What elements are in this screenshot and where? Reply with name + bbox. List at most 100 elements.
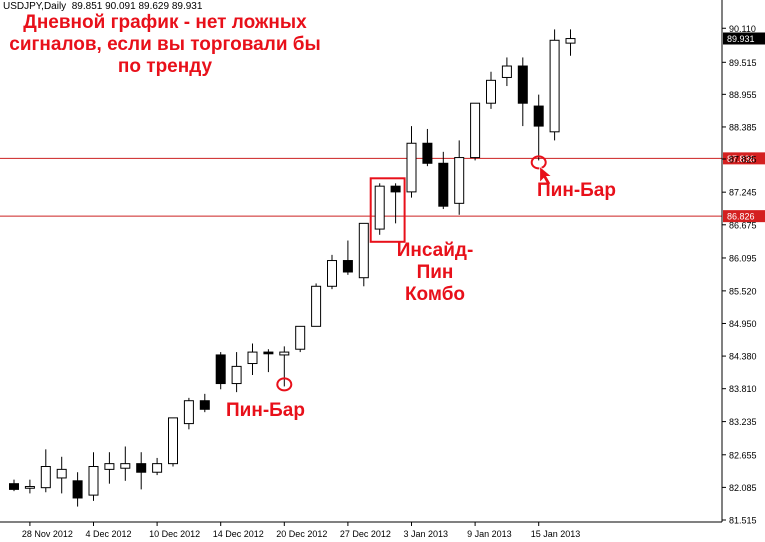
candle-body-bull bbox=[486, 79, 496, 104]
candle bbox=[120, 446, 131, 481]
y-tick-label: 82.655 bbox=[729, 450, 757, 460]
chart-annotation-title: Дневной график - нет ложных сигналов, ес… bbox=[9, 12, 321, 77]
pin-bar-1-circle bbox=[276, 377, 293, 392]
candle-body-bull bbox=[247, 351, 258, 365]
inside-pin-combo-box bbox=[369, 177, 406, 243]
candle-body-bull bbox=[56, 468, 67, 479]
candle bbox=[104, 452, 115, 484]
candle bbox=[247, 343, 258, 375]
y-tick-label: 83.810 bbox=[729, 384, 757, 394]
candle bbox=[358, 222, 369, 287]
candle-body-bull bbox=[168, 417, 178, 465]
candle-body-bull bbox=[183, 400, 194, 425]
candle-body-bull bbox=[549, 39, 560, 133]
y-tick-label: 87.825 bbox=[729, 154, 757, 164]
current-price-label: 89.931 bbox=[727, 34, 755, 44]
candle-body-bear bbox=[517, 65, 528, 104]
candle bbox=[390, 183, 401, 224]
candle-body-bull bbox=[152, 463, 163, 473]
x-tick-label: 20 Dec 2012 bbox=[276, 529, 327, 539]
candle bbox=[295, 325, 306, 353]
annotation-pin-bar-2: Пин-Бар bbox=[537, 180, 616, 201]
level-price-tag bbox=[723, 152, 765, 165]
x-tick-label: 9 Jan 2013 bbox=[467, 529, 512, 539]
candle bbox=[517, 57, 528, 127]
symbol-header: USDJPY,Daily 89.851 90.091 89.629 89.931 bbox=[3, 1, 202, 12]
symbol-label: USDJPY,Daily bbox=[3, 1, 67, 12]
candle bbox=[486, 71, 496, 109]
candle-body-bear bbox=[199, 400, 210, 410]
candle bbox=[422, 128, 433, 167]
level-price-label: 86.826 bbox=[727, 212, 755, 222]
annotation-inside-pin-combo: Инсайд-Пин Комбо bbox=[396, 240, 474, 305]
x-tick-label: 14 Dec 2012 bbox=[213, 529, 264, 539]
y-tick-label: 88.385 bbox=[729, 122, 757, 132]
candle-body-bear bbox=[136, 463, 147, 473]
candle-body-bull bbox=[470, 102, 481, 159]
candle-body-bull bbox=[406, 142, 417, 193]
x-tick-label: 10 Dec 2012 bbox=[149, 529, 200, 539]
candle bbox=[565, 29, 576, 56]
candle bbox=[56, 456, 67, 494]
candle bbox=[72, 472, 83, 507]
y-tick-label: 82.085 bbox=[729, 483, 757, 493]
candle bbox=[342, 240, 353, 275]
candle-body-bull bbox=[454, 157, 465, 204]
candle-body-bear bbox=[9, 483, 19, 490]
candle bbox=[24, 479, 35, 494]
y-tick-label: 86.675 bbox=[729, 220, 757, 230]
candle bbox=[327, 254, 337, 290]
candle-body-bull bbox=[327, 260, 337, 287]
candle-body-bull bbox=[120, 463, 131, 469]
candle bbox=[406, 126, 417, 198]
x-tick-label: 3 Jan 2013 bbox=[404, 529, 449, 539]
y-tick-label: 84.380 bbox=[729, 352, 757, 362]
candle-body-bull bbox=[358, 222, 369, 279]
candle bbox=[136, 452, 147, 490]
candle-body-bull bbox=[231, 365, 242, 385]
x-tick-label: 4 Dec 2012 bbox=[86, 529, 132, 539]
candle-body-bear bbox=[533, 105, 544, 127]
y-tick-label: 85.520 bbox=[729, 286, 757, 296]
candle bbox=[183, 397, 194, 430]
candle-body-bear bbox=[390, 185, 401, 193]
y-tick-label: 90.110 bbox=[729, 24, 756, 34]
candle-body-bull bbox=[40, 466, 51, 489]
x-tick-label: 28 Nov 2012 bbox=[22, 529, 73, 539]
annotation-pin-bar-1: Пин-Бар bbox=[226, 400, 305, 421]
candle-body-bull bbox=[279, 351, 290, 356]
candle bbox=[438, 151, 449, 210]
level-price-label: 87.836 bbox=[727, 154, 755, 164]
candle-body-bull bbox=[104, 463, 115, 470]
y-tick-label: 81.515 bbox=[729, 516, 757, 526]
candle-body-bull bbox=[374, 185, 385, 230]
candle bbox=[454, 140, 465, 215]
candle bbox=[215, 352, 226, 390]
candle bbox=[533, 94, 544, 161]
candle bbox=[263, 349, 274, 373]
x-tick-label: 27 Dec 2012 bbox=[340, 529, 391, 539]
y-tick-label: 88.955 bbox=[729, 90, 757, 100]
candle-body-bull bbox=[295, 325, 306, 350]
candle-body-bull bbox=[311, 285, 322, 327]
candle-body-bull bbox=[501, 65, 512, 78]
cursor-arrow-icon bbox=[539, 165, 553, 186]
candle bbox=[199, 393, 210, 413]
y-tick-label: 83.235 bbox=[729, 417, 757, 427]
candle-body-bull bbox=[24, 486, 35, 489]
level-price-tag bbox=[723, 210, 765, 223]
candle-body-bear bbox=[215, 354, 226, 385]
y-tick-label: 84.950 bbox=[729, 319, 757, 329]
candle bbox=[9, 479, 19, 492]
candle bbox=[231, 352, 242, 393]
candle bbox=[311, 283, 322, 327]
candle bbox=[549, 29, 560, 141]
candle-body-bear bbox=[342, 260, 353, 273]
candle-body-bear bbox=[72, 480, 83, 499]
candle bbox=[40, 449, 51, 493]
current-price-tag bbox=[723, 32, 765, 45]
candle-body-bull bbox=[88, 466, 99, 496]
candle-body-bear bbox=[422, 142, 433, 164]
candle bbox=[168, 417, 178, 467]
